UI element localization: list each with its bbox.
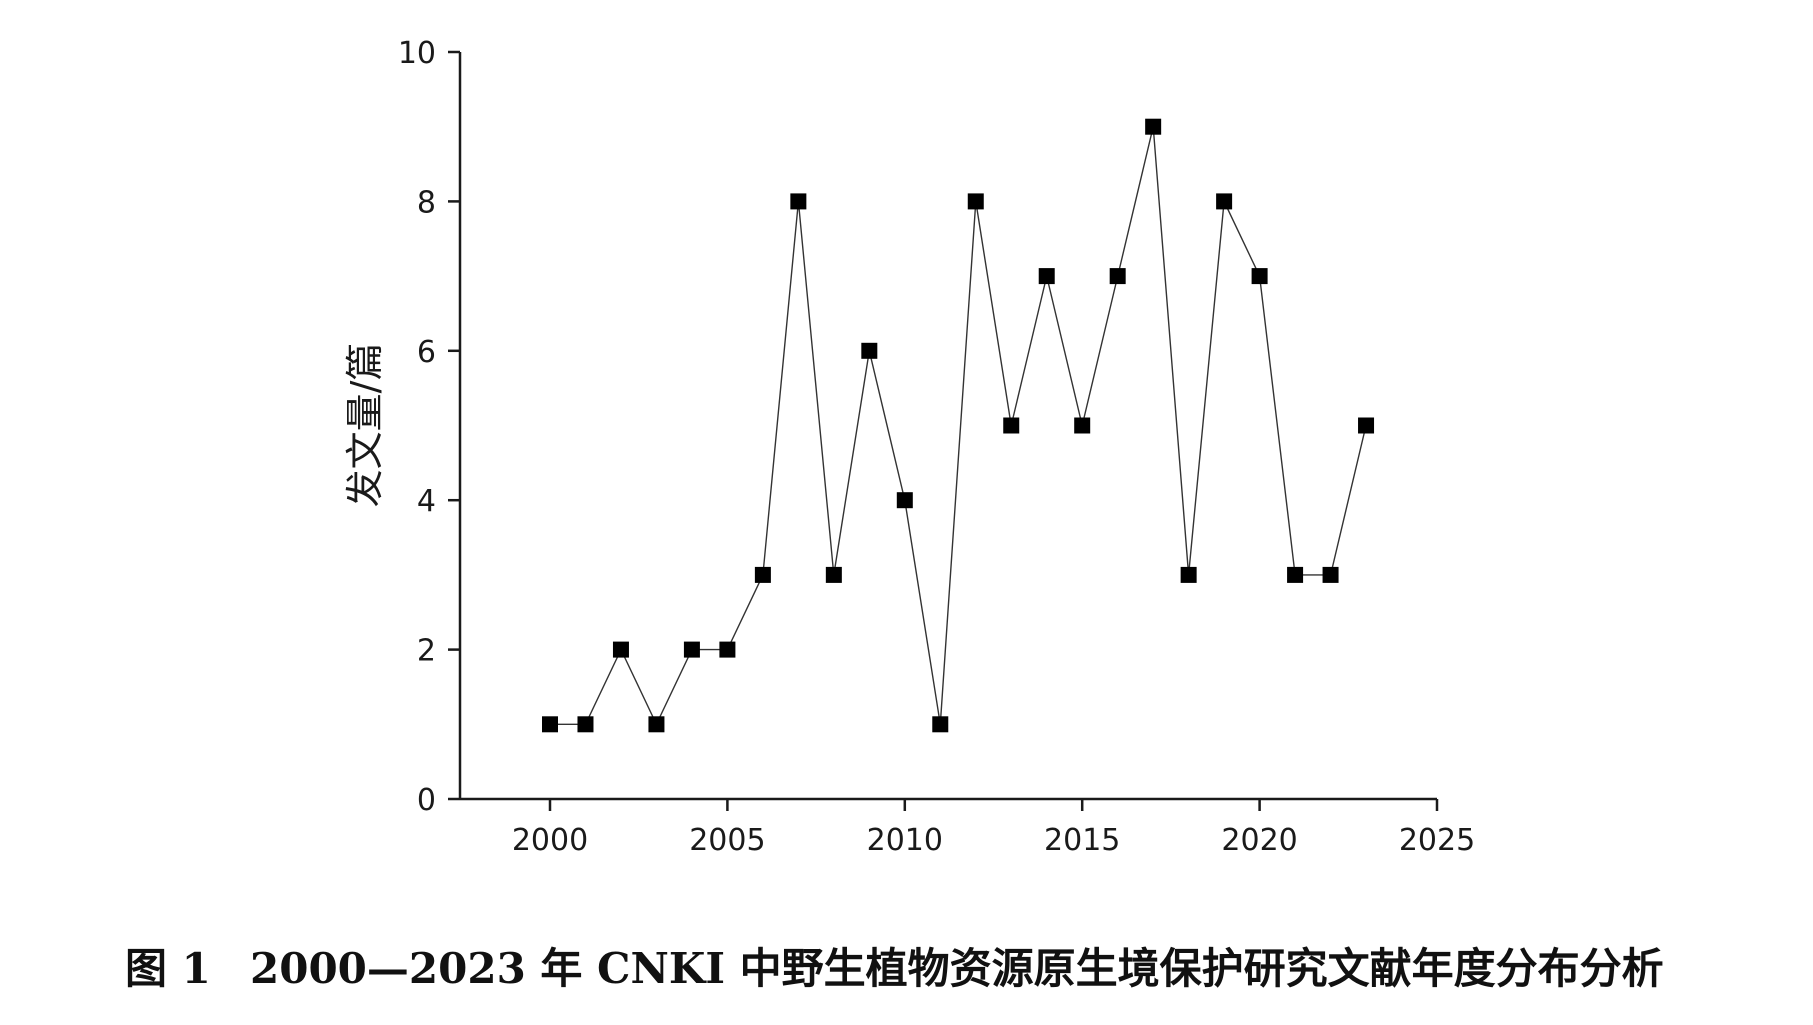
y-tick-label: 0 <box>417 783 436 818</box>
data-point-marker <box>790 193 807 210</box>
x-tick-label: 2025 <box>1399 823 1475 858</box>
plot-area: 0 2 4 6 8 10 2000 2005 2010 2015 2020 2025 <box>398 36 1475 858</box>
data-point-marker <box>1038 268 1055 285</box>
data-point-marker <box>1145 118 1162 135</box>
data-point-marker <box>967 193 984 210</box>
x-axis-ticks: 2000 2005 2010 2015 2020 2025 <box>512 799 1475 858</box>
y-tick-label: 8 <box>417 185 436 220</box>
x-tick-label: 2000 <box>512 823 588 858</box>
y-tick-label: 2 <box>417 634 436 669</box>
data-point-marker <box>683 641 700 658</box>
data-point-marker <box>1109 268 1126 285</box>
caption-text: 2000—2023 年 CNKI 中野生植物资源原生境保护研究文献年度分布分析 <box>250 944 1664 993</box>
caption-figure-number: 图 1 <box>125 944 211 993</box>
data-point-marker <box>612 641 629 658</box>
data-point-marker <box>896 492 913 509</box>
data-point-marker <box>1358 417 1375 434</box>
figure-caption: 图 1 2000—2023 年 CNKI 中野生植物资源原生境保护研究文献年度分… <box>125 944 1664 993</box>
y-axis-ticks: 0 2 4 6 8 10 <box>398 36 460 818</box>
x-tick-label: 2015 <box>1044 823 1120 858</box>
data-point-marker <box>542 716 558 733</box>
data-point-marker <box>719 641 736 658</box>
x-tick-label: 2010 <box>867 823 943 858</box>
data-point-marker <box>648 716 665 733</box>
data-point-marker <box>825 566 842 583</box>
data-point-marker <box>1322 566 1339 583</box>
data-point-marker <box>861 342 878 359</box>
series-line <box>550 126 1367 726</box>
data-point-marker <box>1003 417 1020 434</box>
data-point-marker <box>1074 417 1091 434</box>
x-tick-label: 2020 <box>1221 823 1297 858</box>
y-tick-label: 4 <box>417 484 436 519</box>
data-points <box>542 118 1375 733</box>
data-point-marker <box>1251 268 1268 285</box>
y-tick-label: 6 <box>417 335 436 370</box>
data-point-marker <box>1180 566 1197 583</box>
y-axis-title: 发文量/篇 <box>343 343 387 508</box>
data-point-marker <box>754 566 771 583</box>
x-tick-label: 2005 <box>689 823 765 858</box>
y-tick-label: 10 <box>398 36 436 71</box>
data-point-marker <box>577 716 594 733</box>
data-point-marker <box>1216 193 1233 210</box>
data-point-marker <box>1287 566 1304 583</box>
data-point-marker <box>932 716 949 733</box>
